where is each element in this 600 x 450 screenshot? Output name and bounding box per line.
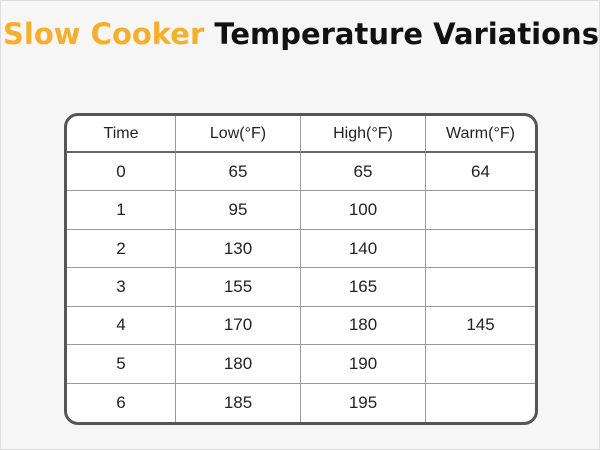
table-cell: 65 (176, 153, 301, 192)
table-cell: 2 (67, 229, 176, 269)
column-header: Time (67, 116, 176, 153)
column-header: Warm(°F) (426, 116, 535, 153)
table-cell: 3 (67, 268, 176, 307)
table-cell: 190 (301, 345, 426, 384)
title: Slow Cooker Temperature Variations (1, 15, 600, 53)
table-cell (426, 345, 535, 384)
table-cell: 180 (301, 306, 426, 346)
table-cell (426, 384, 535, 422)
title-highlight: Slow Cooker (3, 17, 205, 51)
title-rest: Temperature Variations (214, 17, 599, 51)
table-cell: 195 (301, 383, 426, 422)
table-cell (426, 268, 535, 307)
table-cell: 140 (301, 229, 426, 269)
column-header: High(°F) (301, 116, 426, 153)
table-cell: 100 (301, 191, 426, 230)
table-cell: 180 (176, 345, 301, 384)
table-cell: 1 (67, 191, 176, 230)
table-cell: 65 (301, 153, 426, 192)
table-cell: 145 (426, 307, 535, 346)
table-cell: 5 (67, 345, 176, 384)
column-header: Low(°F) (176, 116, 301, 153)
table-cell: 170 (176, 306, 301, 346)
table-cell: 155 (176, 268, 301, 307)
table-cell: 6 (67, 383, 176, 422)
table-cell: 95 (176, 191, 301, 230)
table-cell (426, 230, 535, 269)
table-cell: 185 (176, 383, 301, 422)
table-cell: 165 (301, 268, 426, 307)
table-cell: 0 (67, 153, 176, 192)
table: Time Low(°F) High(°F) Warm(°F) 0 65 65 64 1 95 100… (64, 113, 538, 425)
table-cell: 130 (176, 229, 301, 269)
table-cell: 64 (426, 153, 535, 192)
table-cell (426, 191, 535, 230)
table-cell: 4 (67, 306, 176, 346)
